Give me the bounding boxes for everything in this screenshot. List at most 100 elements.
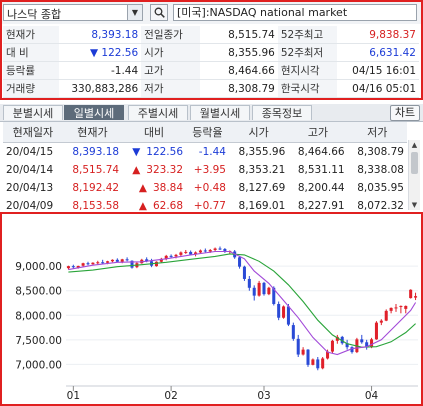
- index-selector[interactable]: 나스닥 종합 ▼: [3, 4, 143, 21]
- table-row[interactable]: 20/04/13 8,192.42 ▲ 38.84 +0.48 8,127.69 8,200…: [3, 179, 407, 197]
- summary-value: 6,631.42: [337, 43, 419, 62]
- column-header[interactable]: 시가: [228, 122, 289, 143]
- y-tick-label: 8,000.00: [15, 310, 62, 322]
- close-cell: 8,393.18: [72, 146, 120, 158]
- open-cell: 8,169.01: [238, 200, 286, 212]
- candle-body: [326, 351, 330, 359]
- table-scrollbar[interactable]: ▲ ▼: [408, 140, 420, 210]
- candle-body: [242, 266, 246, 279]
- column-header[interactable]: 고가: [288, 122, 348, 143]
- candle-body: [71, 266, 75, 268]
- column-header[interactable]: 현재일자: [3, 122, 63, 143]
- column-header[interactable]: 등락율: [186, 122, 229, 143]
- low-cell: 8,338.08: [357, 164, 404, 176]
- candle-body: [159, 258, 163, 262]
- candle-body: [120, 259, 124, 262]
- tab-item[interactable]: 종목정보: [252, 105, 312, 120]
- candle-body: [330, 340, 334, 352]
- candle-body: [296, 338, 300, 355]
- up-arrow-icon: ▲: [132, 164, 141, 176]
- column-header[interactable]: 현재가: [62, 122, 123, 143]
- rate-cell: +0.77: [193, 200, 226, 212]
- candle-body: [223, 249, 227, 252]
- candle-body: [277, 303, 281, 318]
- candle-body: [238, 257, 242, 267]
- table-row[interactable]: 20/04/09 8,153.58 ▲ 62.68 +0.77 8,169.01 8,227…: [3, 197, 407, 215]
- chart-button[interactable]: 차트: [390, 105, 420, 121]
- candle-body: [335, 336, 339, 341]
- candle-body: [106, 261, 110, 263]
- summary-value: 04/16 05:01: [337, 79, 419, 98]
- summary-row: 거래량 330,883,286 저가 8,308.79 한국시각 04/16 05:01: [3, 79, 419, 98]
- summary-value: 9,838.37: [337, 26, 419, 44]
- summary-label: 고가: [141, 61, 200, 80]
- open-cell: 8,127.69: [238, 182, 286, 194]
- open-cell: 8,355.96: [238, 146, 286, 158]
- candle-body: [374, 322, 378, 340]
- x-tick-label: 04: [365, 390, 379, 402]
- x-tick-label: 02: [164, 390, 177, 402]
- summary-label: 등락률: [3, 61, 59, 80]
- close-cell: 8,153.58: [72, 200, 120, 212]
- candle-body: [189, 251, 193, 255]
- candle-body: [301, 349, 305, 355]
- column-header[interactable]: 저가: [347, 122, 407, 143]
- change-value: 62.68: [152, 200, 184, 212]
- moving-average-short: [68, 250, 417, 356]
- candle-body: [203, 250, 207, 252]
- y-tick-label: 7,000.00: [15, 359, 62, 371]
- candle-body: [66, 266, 70, 269]
- change-value: 323.32: [146, 164, 184, 176]
- search-button[interactable]: [150, 4, 168, 21]
- candle-body: [86, 263, 90, 265]
- high-cell: 8,227.91: [297, 200, 345, 212]
- date-cell: 20/04/13: [6, 182, 54, 194]
- market-name-field: [미국]:NASDAQ national market: [173, 4, 417, 21]
- candle-body: [409, 289, 413, 299]
- tab-item[interactable]: 주별시세: [128, 105, 188, 120]
- candle-body: [145, 259, 149, 262]
- candle-body: [404, 305, 408, 309]
- high-cell: 8,464.66: [297, 146, 345, 158]
- candle-body: [130, 260, 134, 268]
- summary-label: 현지시각: [277, 61, 338, 80]
- column-header[interactable]: 대비: [122, 122, 187, 143]
- summary-value: 330,883,286: [58, 79, 142, 98]
- candle-body: [345, 343, 349, 348]
- candle-body: [179, 252, 183, 255]
- close-cell: 8,515.74: [72, 164, 120, 176]
- open-cell: 8,353.21: [238, 164, 286, 176]
- summary-value: ▼ 122.56: [58, 43, 142, 62]
- candle-body: [286, 306, 290, 325]
- tab-bar: 차트 분별시세 일별시세 주별시세 월별시세 종목정보: [0, 104, 423, 122]
- tab-item[interactable]: 분별시세: [3, 105, 63, 120]
- date-cell: 20/04/09: [6, 200, 54, 212]
- change-cell: ▲ 38.84: [122, 179, 186, 197]
- index-selector-value: 나스닥 종합: [7, 8, 62, 21]
- chevron-down-icon[interactable]: ▼: [127, 5, 142, 20]
- table-row[interactable]: 20/04/15 8,393.18 ▼ 122.56 -1.44 8,355.96 8,46…: [3, 143, 407, 162]
- table-row[interactable]: 20/04/14 8,515.74 ▲ 323.32 +3.95 8,353.21 8,53…: [3, 161, 407, 179]
- tab-item[interactable]: 월별시세: [190, 105, 250, 120]
- candle-body: [125, 259, 129, 261]
- low-cell: 8,035.95: [357, 182, 404, 194]
- scroll-thumb[interactable]: [411, 152, 418, 174]
- candle-body: [184, 251, 188, 253]
- scroll-down-icon[interactable]: ▼: [411, 201, 418, 209]
- tab-item[interactable]: 일별시세: [64, 105, 124, 120]
- candle-body: [115, 259, 119, 262]
- candle-body: [218, 248, 222, 250]
- candle-body: [81, 263, 85, 266]
- candle-body: [272, 287, 276, 304]
- date-cell: 20/04/14: [6, 164, 54, 176]
- candle-body: [389, 307, 393, 311]
- candle-body: [306, 349, 310, 365]
- summary-value: 8,355.96: [199, 43, 278, 62]
- daily-price-table: 현재일자 현재가 대비 등락율 시가 고가 저가 20/04/15 8,393.18 ▼ 122.…: [3, 122, 407, 215]
- candle-body: [399, 305, 403, 307]
- summary-label: 시가: [141, 43, 200, 62]
- scroll-up-icon[interactable]: ▲: [411, 141, 418, 149]
- candle-body: [370, 339, 374, 348]
- candle-body: [311, 359, 315, 365]
- candle-body: [340, 336, 344, 344]
